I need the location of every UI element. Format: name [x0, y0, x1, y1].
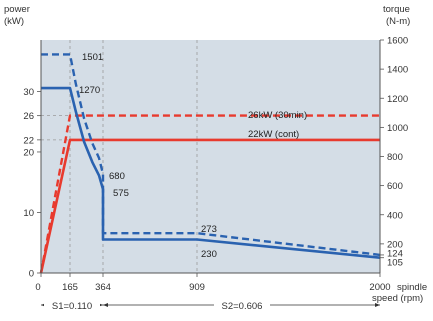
right-tick-label-1600: 1600 — [387, 36, 408, 47]
right-tick-label-1400: 1400 — [387, 65, 408, 76]
right-tick-label-600: 600 — [387, 181, 403, 192]
right-axis-title-line1: torque — [383, 4, 410, 15]
x-axis-title-line1: spindle — [397, 282, 427, 293]
left-axis-title-line1: power — [4, 4, 30, 15]
s1-label: S1=0.110 — [52, 301, 92, 312]
torque-label-575: 575 — [113, 188, 129, 199]
plot-background — [41, 40, 380, 273]
left-tick-label-0: 0 — [29, 269, 34, 280]
left-tick-label-22: 22 — [23, 135, 34, 146]
series-torque-dashed — [41, 53, 381, 257]
right-tick-label-124: 124 — [387, 248, 403, 259]
right-tick-label-800: 800 — [387, 152, 403, 163]
torque-label-680: 680 — [109, 171, 125, 182]
s2-bracket: S2=0.606 — [103, 300, 380, 312]
series-lines — [39, 53, 381, 274]
left-tick-label-20: 20 — [23, 147, 34, 158]
right-tick-label-400: 400 — [387, 210, 403, 221]
x-tick-label-0: 0 — [35, 282, 40, 293]
torque-label-230: 230 — [201, 249, 217, 260]
x-tick-label-909: 909 — [189, 282, 205, 293]
power-label-22kw: 22kW (cont) — [248, 129, 299, 140]
x-tick-label-2000: 2000 — [369, 282, 390, 293]
x-tick-label-165: 165 — [62, 282, 78, 293]
series-torque-solid — [41, 86, 381, 259]
torque-label-1501: 1501 — [82, 52, 103, 63]
series-power-dashed — [39, 114, 380, 274]
series-power-solid — [39, 138, 380, 274]
s1-bracket: S1=0.110 — [41, 300, 103, 312]
right-tick-label-1000: 1000 — [387, 123, 408, 134]
left-tick-label-10: 10 — [23, 208, 34, 219]
power-label-26kw: 26kW (30min) — [248, 110, 307, 121]
torque-label-273: 273 — [201, 224, 217, 235]
s2-label: S2=0.606 — [222, 301, 263, 312]
torque-label-1270: 1270 — [79, 85, 100, 96]
left-tick-label-26: 26 — [23, 111, 34, 122]
right-tick-label-1200: 1200 — [387, 94, 408, 105]
right-axis-title-line2: (N-m) — [386, 16, 410, 27]
x-axis-title-line2: speed (rpm) — [372, 293, 423, 304]
left-axis-title-line2: (kW) — [4, 16, 24, 27]
x-tick-label-364: 364 — [95, 282, 111, 293]
right-tick-label-200: 200 — [387, 239, 403, 250]
right-tick-label-105: 105 — [387, 258, 403, 269]
left-tick-label-30: 30 — [23, 87, 34, 98]
